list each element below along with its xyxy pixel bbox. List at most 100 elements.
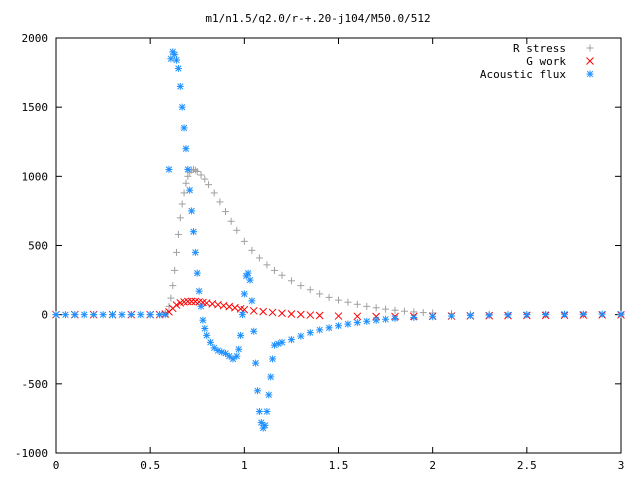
y-tick-label: -1000 bbox=[15, 447, 48, 460]
data-point bbox=[167, 294, 175, 302]
data-point bbox=[316, 290, 324, 298]
data-point bbox=[306, 311, 315, 319]
data-point bbox=[109, 311, 116, 319]
data-point bbox=[269, 355, 277, 363]
data-point bbox=[257, 419, 265, 427]
data-point bbox=[297, 282, 305, 290]
data-point bbox=[410, 313, 418, 321]
data-point bbox=[278, 271, 286, 279]
data-point bbox=[244, 269, 252, 277]
data-point bbox=[172, 301, 181, 309]
data-point bbox=[466, 312, 474, 320]
data-point bbox=[176, 214, 184, 222]
data-point bbox=[186, 186, 194, 194]
y-tick-label: 0 bbox=[41, 309, 48, 322]
data-point bbox=[344, 320, 352, 328]
data-point bbox=[225, 352, 233, 360]
data-point bbox=[206, 338, 214, 346]
series-acoustic-flux bbox=[52, 48, 625, 432]
legend-label: G work bbox=[526, 55, 566, 68]
data-point bbox=[419, 309, 427, 317]
x-tick-label: 0 bbox=[53, 459, 60, 472]
data-point bbox=[222, 208, 229, 216]
data-point bbox=[174, 230, 182, 238]
data-point bbox=[372, 304, 380, 312]
data-point bbox=[263, 408, 271, 415]
data-point bbox=[199, 316, 207, 324]
data-point bbox=[334, 312, 343, 320]
data-point bbox=[296, 310, 305, 319]
series-r-stress bbox=[52, 165, 625, 319]
data-point bbox=[182, 179, 190, 187]
data-point bbox=[372, 312, 381, 321]
y-tick-label: -500 bbox=[22, 378, 49, 391]
data-point bbox=[90, 311, 98, 319]
data-point bbox=[183, 297, 192, 306]
data-point bbox=[61, 311, 69, 319]
data-point bbox=[180, 189, 188, 197]
x-tick-label: 1 bbox=[241, 459, 248, 472]
data-point bbox=[161, 311, 169, 319]
data-point bbox=[353, 300, 361, 308]
data-point bbox=[197, 302, 205, 310]
data-point bbox=[118, 311, 126, 319]
data-point bbox=[233, 352, 241, 360]
data-point bbox=[173, 56, 181, 64]
data-point bbox=[195, 287, 203, 295]
data-point bbox=[325, 324, 333, 332]
data-point bbox=[193, 269, 201, 277]
data-point bbox=[99, 311, 107, 319]
data-point bbox=[178, 200, 186, 208]
data-point bbox=[297, 332, 305, 340]
data-point bbox=[197, 171, 205, 179]
x-tick-label: 2.5 bbox=[517, 459, 537, 472]
x-tick-label: 1.5 bbox=[329, 459, 349, 472]
x-tick-label: 0.5 bbox=[140, 459, 160, 472]
data-point bbox=[248, 246, 256, 254]
data-point bbox=[238, 311, 246, 319]
data-point bbox=[187, 297, 196, 306]
data-point bbox=[203, 331, 211, 339]
data-point bbox=[248, 297, 256, 305]
data-point bbox=[265, 391, 273, 399]
data-point bbox=[363, 302, 371, 310]
data-point bbox=[306, 286, 314, 294]
data-point bbox=[184, 165, 192, 173]
data-point bbox=[278, 338, 286, 346]
legend-marker bbox=[586, 44, 594, 52]
data-point bbox=[237, 331, 245, 339]
data-point bbox=[255, 254, 263, 262]
y-tick-label: 1500 bbox=[22, 101, 49, 114]
y-tick-label: 2000 bbox=[22, 32, 49, 45]
data-point bbox=[189, 228, 197, 236]
data-point bbox=[287, 336, 295, 344]
data-point bbox=[201, 175, 209, 183]
legend-label: Acoustic flux bbox=[480, 68, 566, 81]
x-tick-label: 2 bbox=[429, 459, 436, 472]
data-point bbox=[523, 311, 531, 319]
data-point bbox=[391, 314, 399, 322]
data-point bbox=[255, 408, 263, 415]
data-point bbox=[240, 237, 248, 245]
data-point bbox=[254, 387, 262, 395]
data-point bbox=[250, 327, 258, 335]
data-point bbox=[353, 319, 361, 327]
data-point bbox=[171, 51, 179, 59]
data-point bbox=[216, 198, 224, 206]
data-point bbox=[127, 311, 135, 319]
series-layer bbox=[52, 48, 625, 432]
y-tick-label: 500 bbox=[28, 240, 48, 253]
legend-marker bbox=[586, 57, 594, 65]
data-point bbox=[372, 316, 380, 324]
data-point bbox=[178, 103, 186, 111]
data-point bbox=[176, 82, 184, 90]
data-point bbox=[222, 349, 229, 357]
data-point bbox=[71, 311, 79, 319]
data-point bbox=[137, 311, 145, 319]
data-point bbox=[400, 307, 408, 315]
data-point bbox=[391, 306, 399, 314]
data-point bbox=[504, 311, 512, 319]
y-tick-label: 1000 bbox=[22, 170, 49, 183]
